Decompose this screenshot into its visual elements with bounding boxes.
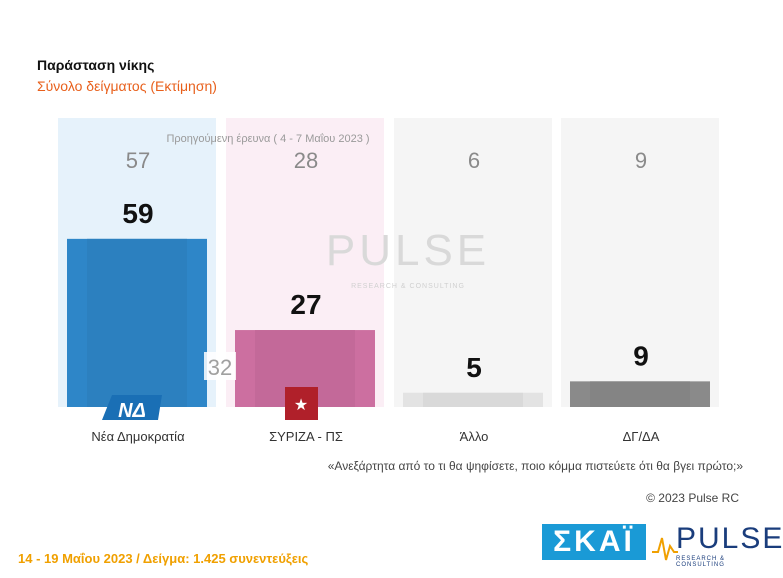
- category-label: Νέα Δημοκρατία: [91, 429, 185, 444]
- chart-title: Παράσταση νίκης: [37, 57, 155, 73]
- bar-value-label: 9: [633, 340, 649, 371]
- nd-logo-text: ΝΔ: [118, 400, 146, 422]
- bar-inner: [590, 381, 690, 407]
- syriza-logo-star: ★: [294, 395, 308, 414]
- prev-survey-label: Προηγούμενη έρευνα ( 4 - 7 Μαΐου 2023 ): [166, 133, 369, 145]
- bar-value-label: 59: [122, 198, 153, 229]
- bar-inner: [423, 392, 523, 407]
- category-label: ΣΥΡΙΖΑ - ΠΣ: [269, 429, 343, 444]
- chart-subtitle: Σύνολο δείγματος (Εκτίμηση): [37, 78, 217, 94]
- copyright-note: © 2023 Pulse RC: [646, 491, 739, 505]
- nd-logo-icon: [102, 395, 162, 420]
- prev-column-bg-3: [561, 118, 719, 407]
- pulse-logo-subtitle: RESEARCH & CONSULTING: [676, 556, 726, 568]
- survey-info: 14 - 19 Μαΐου 2023 / Δείγμα: 1.425 συνεν…: [18, 551, 309, 566]
- prev-value-label: 28: [294, 148, 318, 173]
- pulse-wave-icon: [652, 537, 678, 561]
- watermark-sub: RESEARCH & CONSULTING: [351, 283, 465, 290]
- bar-inner: [87, 238, 187, 407]
- lead-diff-box: [204, 352, 236, 380]
- bar-value-label: 27: [290, 289, 321, 320]
- prev-value-label: 57: [126, 148, 150, 173]
- prev-column-bg-2: [394, 118, 552, 407]
- skai-logo: ΣΚΑΪ: [542, 524, 646, 560]
- pulse-logo-word: PULSE: [676, 522, 783, 555]
- pulse-logo: PULSE RESEARCH & CONSULTING: [652, 522, 782, 568]
- category-label: Άλλο: [460, 429, 489, 444]
- category-label: ΔΓ/ΔΑ: [623, 429, 660, 444]
- lead-diff-label: 32: [208, 355, 232, 380]
- watermark-pulse: PULSE: [326, 226, 490, 275]
- bar-value-label: 5: [466, 352, 482, 383]
- syriza-logo-icon: [285, 387, 318, 420]
- prev-value-label: 6: [468, 148, 480, 173]
- prev-value-label: 9: [635, 148, 647, 173]
- survey-question: «Ανεξάρτητα από το τι θα ψηφίσετε, ποιο …: [327, 459, 743, 473]
